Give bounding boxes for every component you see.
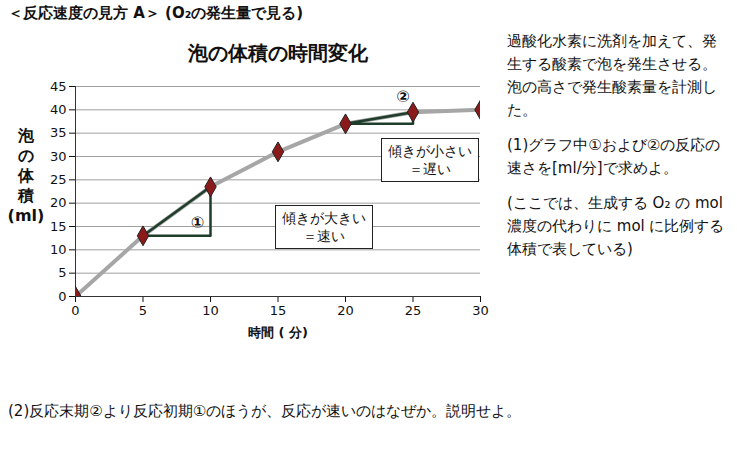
svg-text:①: ① bbox=[191, 213, 205, 232]
html-text:過酸化水素に洗剤を加えて、発生する酸素で泡を発生させる。泡の: 過酸化水素に洗剤を加えて、発生する酸素で泡を発生させる。泡の高さで発生酸素量を計… bbox=[507, 32, 717, 119]
html-text:(2)反応末期②より反応初期①のほうが、反応が速いのはなぜか: (2)反応末期②より反応初期①のほうが、反応が速いのはなぜか。説明せよ。 bbox=[8, 402, 522, 420]
html-text:泡の体積の時間変化: 泡の体積の時間変化 bbox=[187, 41, 368, 65]
html-text:泡: 泡 bbox=[18, 126, 34, 145]
html-text:体: 体 bbox=[18, 166, 34, 185]
html-text:(1)グラフ中①および②の反応の速さを[ml/分]で求めよ。: (1)グラフ中①および②の反応の速さを[ml/分]で求めよ。 bbox=[507, 136, 721, 177]
html-text:の: の bbox=[18, 146, 34, 165]
html-text:積: 積 bbox=[18, 186, 34, 205]
svg-text:0: 0 bbox=[58, 289, 66, 304]
svg-text:30: 30 bbox=[50, 149, 67, 164]
html-text:＝速い: ＝速い bbox=[303, 228, 345, 245]
svg-text:5: 5 bbox=[139, 303, 147, 318]
html-text:傾きが大きい: 傾きが大きい bbox=[282, 210, 366, 227]
html-text:(ml): (ml) bbox=[7, 206, 45, 225]
svg-text:10: 10 bbox=[202, 303, 219, 318]
svg-text:35: 35 bbox=[50, 125, 67, 140]
svg-text:10: 10 bbox=[50, 242, 67, 257]
svg-text:15: 15 bbox=[50, 219, 67, 234]
html-text:(ここでは、生成する O₂ の mol 濃度の代わりに mo: (ここでは、生成する O₂ の mol 濃度の代わりに mol に比例する体積で… bbox=[507, 194, 725, 258]
svg-text:0: 0 bbox=[71, 303, 79, 318]
svg-text:20: 20 bbox=[50, 195, 67, 210]
svg-text:45: 45 bbox=[50, 79, 67, 94]
svg-text:5: 5 bbox=[58, 265, 66, 280]
svg-text:15: 15 bbox=[270, 303, 287, 318]
svg-text:25: 25 bbox=[50, 172, 67, 187]
svg-text:25: 25 bbox=[405, 303, 422, 318]
html-text:＜反応速度の見方 A＞ (O₂の発生量で見る): ＜反応速度の見方 A＞ (O₂の発生量で見る) bbox=[8, 4, 304, 22]
svg-text:20: 20 bbox=[337, 303, 354, 318]
html-text:傾きが小さい: 傾きが小さい bbox=[387, 143, 472, 160]
svg-text:40: 40 bbox=[50, 102, 67, 117]
svg-text:30: 30 bbox=[472, 303, 489, 318]
svg-text:時間 ( 分): 時間 ( 分) bbox=[248, 325, 308, 340]
html-text:＝遅い: ＝遅い bbox=[408, 161, 451, 178]
svg-text:②: ② bbox=[396, 87, 410, 106]
